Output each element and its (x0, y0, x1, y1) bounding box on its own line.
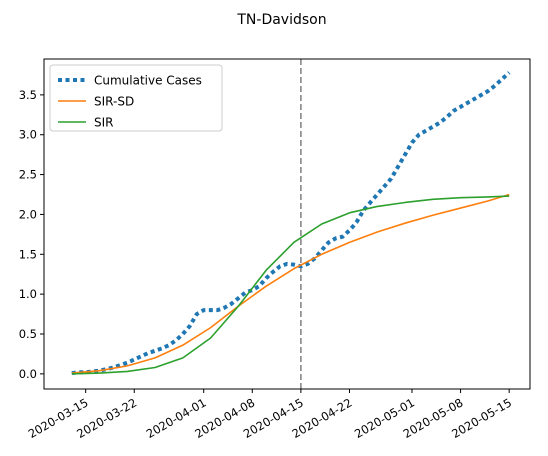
chart-title: TN-Davidson (236, 12, 326, 28)
y-tick-label: 0.5 (19, 327, 37, 341)
plot-area (71, 59, 511, 389)
axis-ticks: 0.00.51.01.52.02.53.03.52020-03-152020-0… (19, 88, 514, 441)
legend-box (49, 64, 223, 132)
series-line-cumulative-cases (71, 71, 511, 376)
legend-label: Cumulative Cases (94, 74, 202, 88)
legend-label: SIR (94, 116, 114, 130)
y-tick-label: 3.5 (19, 88, 37, 102)
series-line-sir (71, 195, 510, 375)
y-tick-label: 3.0 (19, 128, 37, 142)
axes-frame (43, 58, 531, 390)
y-tick-label: 0.0 (19, 367, 37, 381)
y-tick-label: 1.5 (19, 247, 37, 261)
legend-label: SIR-SD (94, 95, 134, 109)
y-tick-label: 1.0 (19, 287, 37, 301)
y-tick-label: 2.0 (19, 207, 37, 221)
legend: Cumulative Cases SIR-SD SIR (49, 64, 223, 132)
y-tick-label: 2.5 (19, 168, 37, 182)
series-line-sir-sd (71, 193, 510, 374)
